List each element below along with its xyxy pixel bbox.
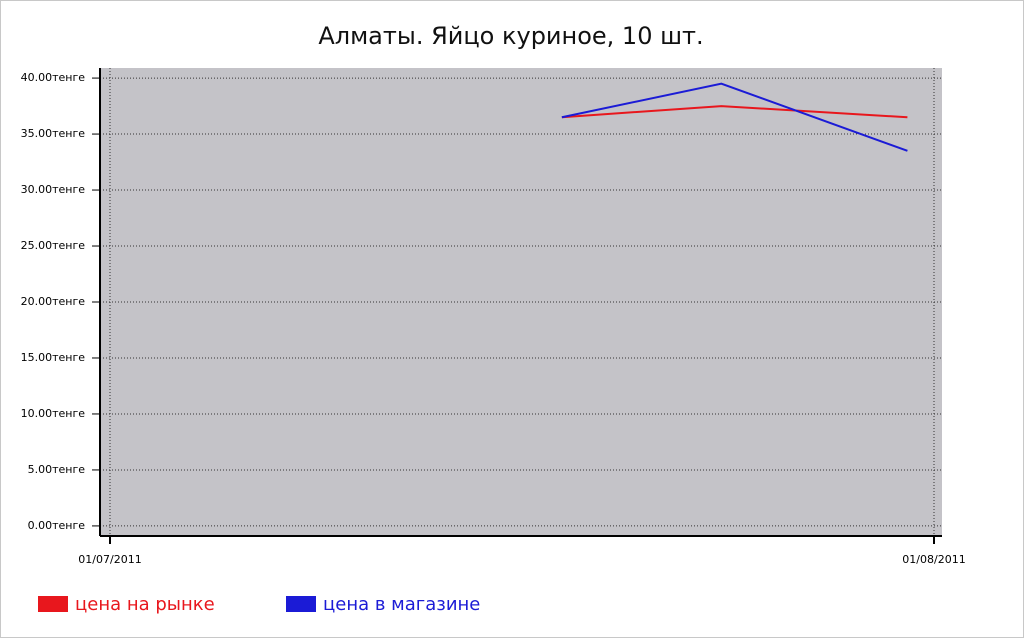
y-tick-label: 20.00тенге: [21, 295, 86, 308]
x-tick-label: 01/07/2011: [78, 553, 141, 566]
series-line: [561, 82, 908, 152]
y-tick-label: 30.00тенге: [21, 183, 86, 196]
y-tick-label: 40.00тенге: [21, 71, 86, 84]
series-line: [561, 105, 908, 119]
y-tick-label: 10.00тенге: [21, 407, 86, 420]
legend-label: цена в магазине: [323, 594, 480, 615]
x-tick-label: 01/08/2011: [902, 553, 965, 566]
chart-title: Алматы. Яйцо куриное, 10 шт.: [318, 22, 703, 50]
legend-swatch: [286, 596, 316, 612]
y-tick-label: 25.00тенге: [21, 239, 86, 252]
y-tick-label: 35.00тенге: [21, 127, 86, 140]
y-tick-label: 0.00тенге: [28, 519, 86, 532]
y-tick-label: 5.00тенге: [28, 463, 86, 476]
legend-swatch: [38, 596, 68, 612]
legend-label: цена на рынке: [75, 594, 215, 615]
y-tick-label: 15.00тенге: [21, 351, 86, 364]
